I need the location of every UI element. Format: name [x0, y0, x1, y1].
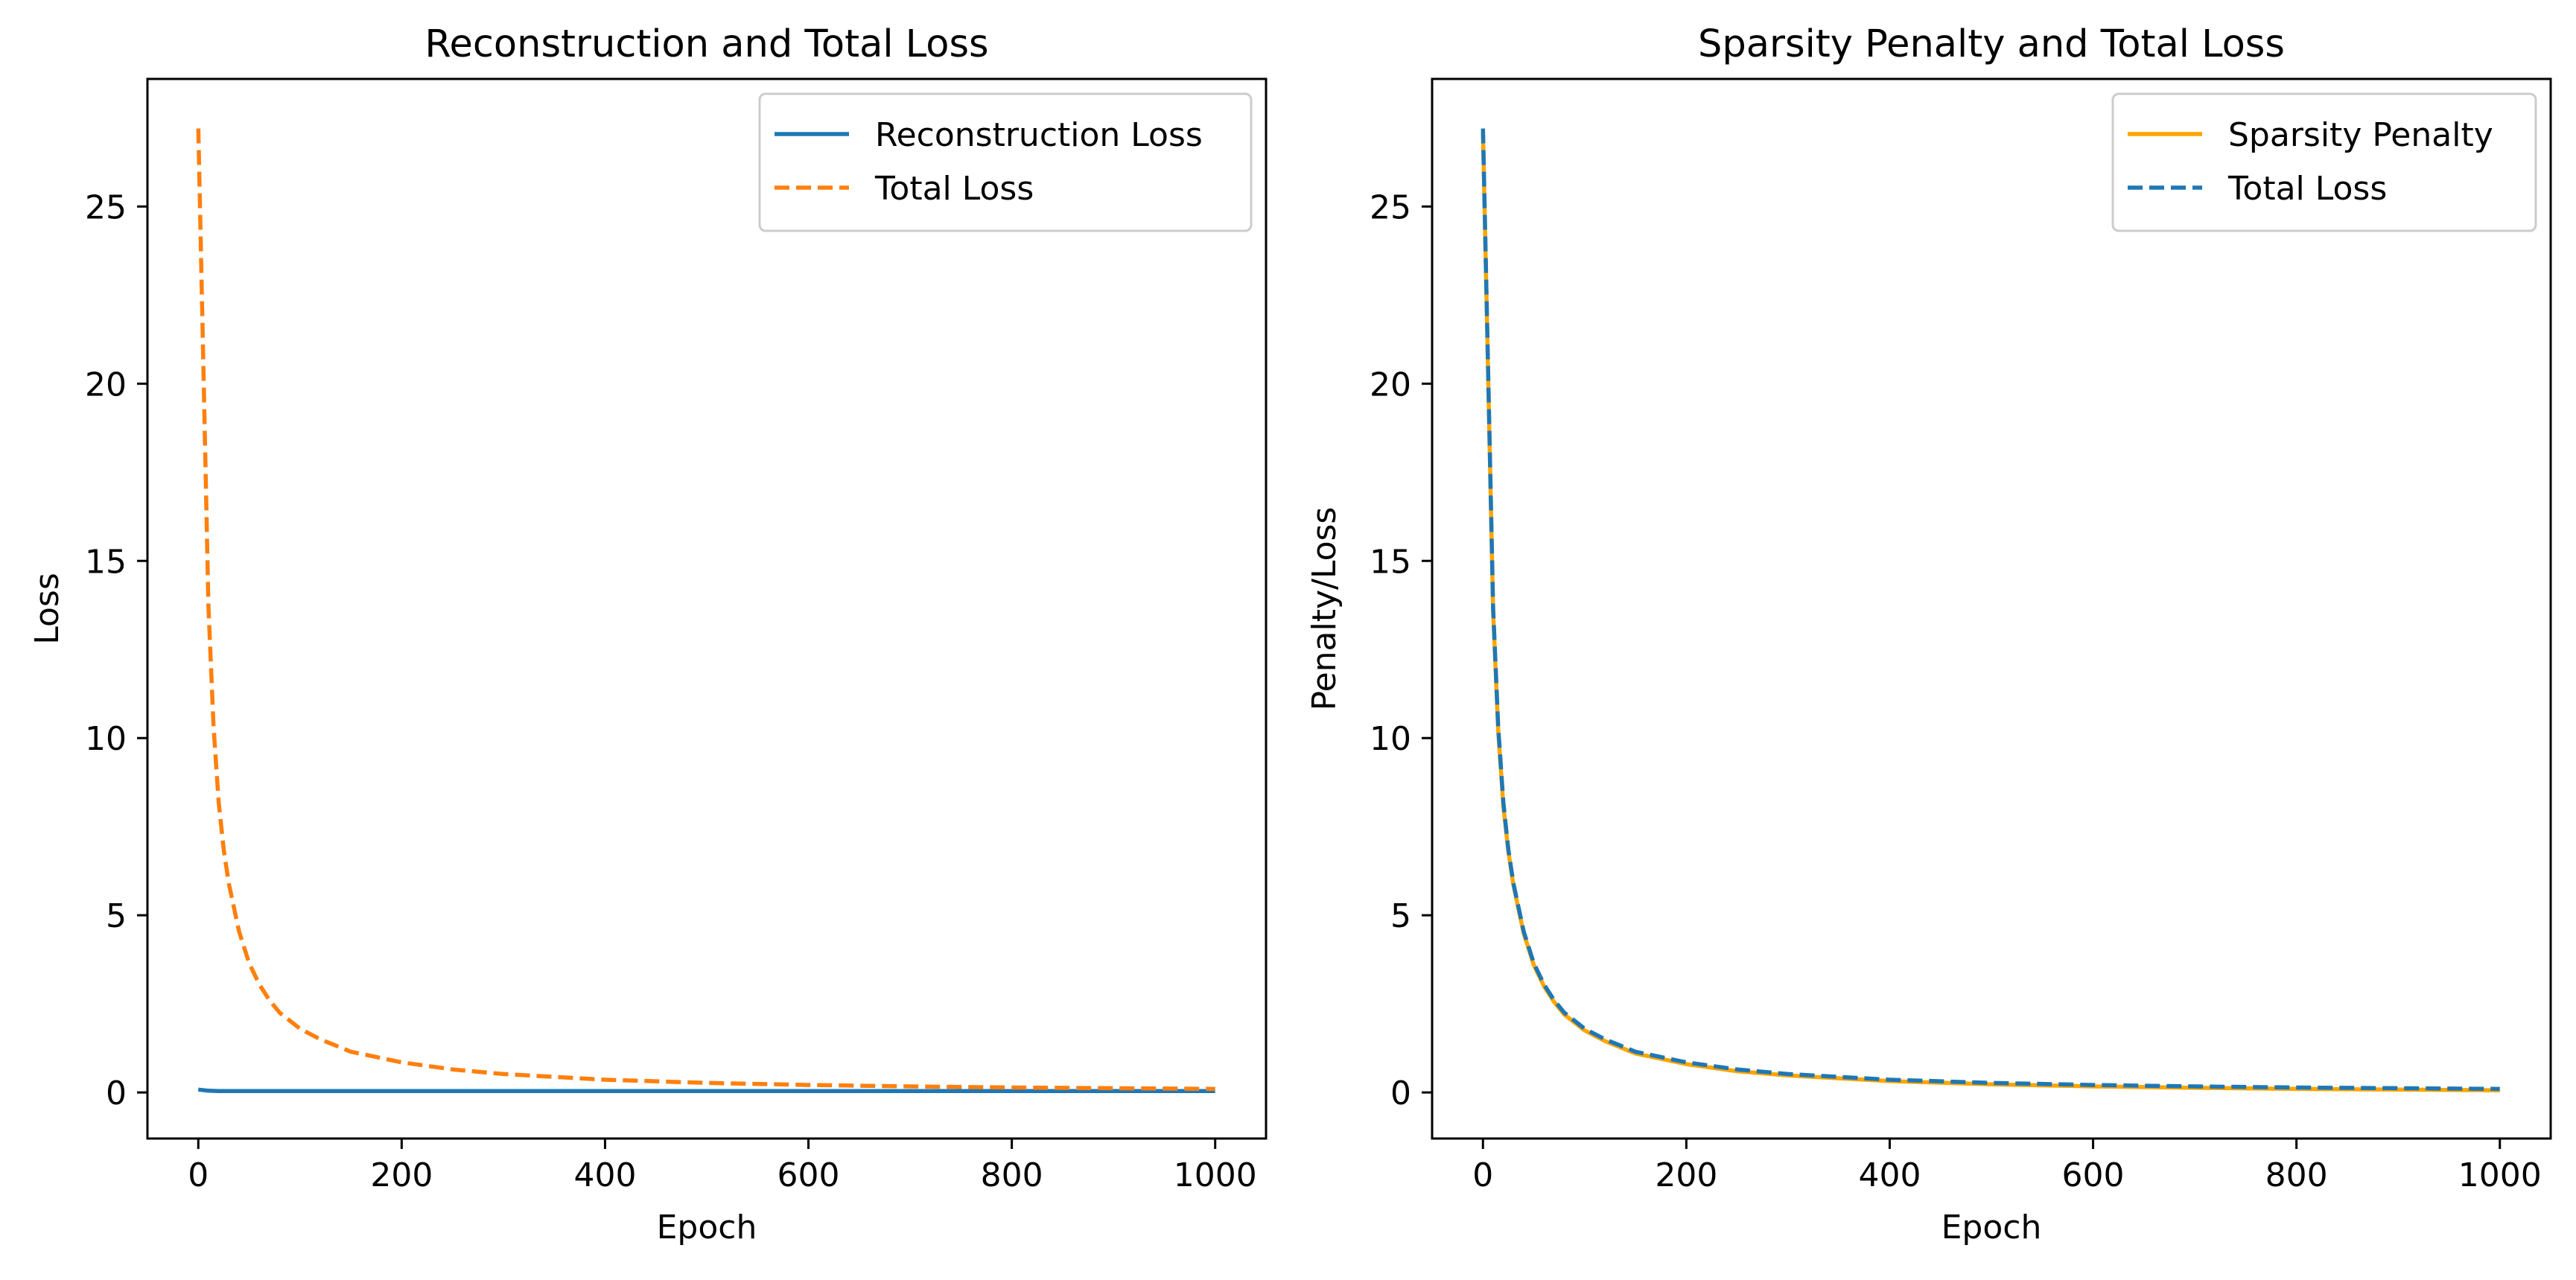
legend-box: [2111, 92, 2537, 232]
y-axis-label: Penalty/Loss: [1306, 507, 1343, 711]
y-tick-label: 0: [106, 1074, 127, 1112]
y-tick-label: 25: [1370, 188, 1411, 226]
y-tick-label: 20: [1370, 366, 1411, 404]
legend-label: Reconstruction Loss: [875, 116, 1203, 154]
x-tick-label: 400: [1858, 1156, 1921, 1194]
axes-frame: [146, 77, 1268, 1140]
x-axis-label: Epoch: [657, 1209, 757, 1246]
legend: Sparsity Penalty Total Loss: [2111, 92, 2537, 232]
y-tick-label: 10: [85, 720, 127, 758]
y-tick-label: 5: [106, 897, 127, 935]
y-tick-label: 15: [1370, 543, 1411, 581]
series-line-total-loss: [196, 128, 1215, 1092]
x-tick-label: 800: [981, 1156, 1043, 1194]
x-axis-label: Epoch: [1941, 1209, 2042, 1246]
plot-area: [1481, 128, 2500, 1093]
x-tick-label: 1000: [2458, 1156, 2542, 1194]
y-tick-label: 5: [1390, 897, 1411, 935]
x-tick-label: 200: [1655, 1156, 1717, 1194]
series-line-total-loss: [1481, 128, 2500, 1092]
x-tick-label: 800: [2265, 1156, 2328, 1194]
y-tick-label: 10: [1370, 720, 1411, 758]
x-tick-label: 0: [188, 1156, 209, 1194]
x-tick-label: 0: [1472, 1156, 1493, 1194]
x-tick-label: 400: [573, 1156, 636, 1194]
legend-label: Total Loss: [874, 170, 1034, 208]
legend-label: Sparsity Penalty: [2228, 116, 2493, 154]
x-tick-label: 600: [2062, 1156, 2125, 1194]
legend-box: [758, 92, 1253, 232]
axes-frame: [1431, 77, 2552, 1140]
x-tick-label: 1000: [1174, 1156, 1257, 1194]
plot-area: [196, 128, 1215, 1093]
y-tick-label: 15: [85, 543, 127, 581]
y-axis-label: Loss: [28, 573, 66, 645]
series-line-reconstruction-loss: [197, 1087, 1215, 1093]
y-tick-label: 0: [1390, 1074, 1411, 1112]
x-tick-label: 600: [777, 1156, 840, 1194]
y-tick-label: 20: [85, 366, 127, 404]
chart-title: Sparsity Penalty and Total Loss: [1698, 22, 2285, 66]
legend-label: Total Loss: [2227, 170, 2387, 208]
y-tick-label: 25: [85, 188, 127, 226]
x-tick-label: 200: [370, 1156, 433, 1194]
chart-title: Reconstruction and Total Loss: [424, 22, 988, 66]
legend: Reconstruction Loss Total Loss: [758, 92, 1253, 232]
